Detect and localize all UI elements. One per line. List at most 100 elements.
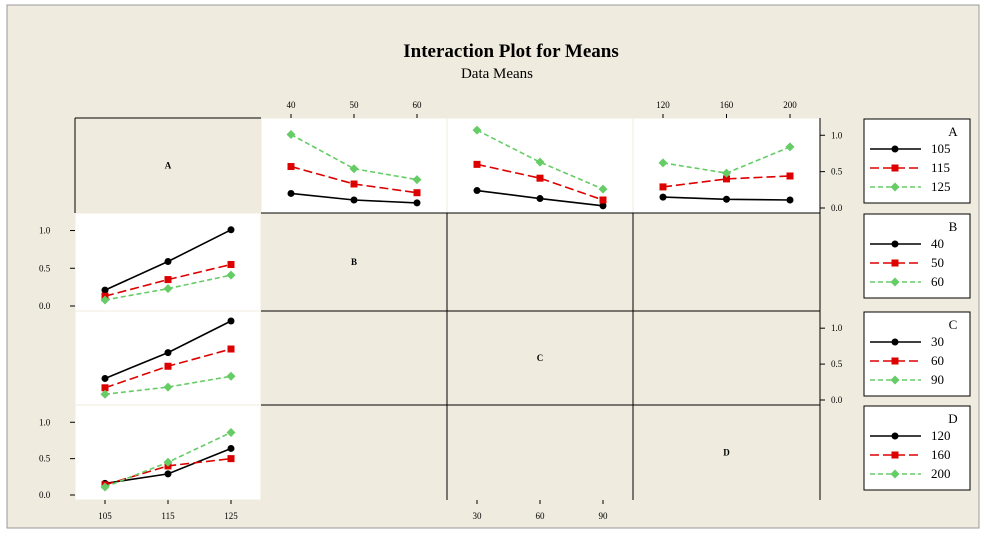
data-point [164,276,172,284]
legend-marker [891,451,899,459]
plot-matrix: A B C D [74,117,821,500]
y-tick-label: 0.0 [831,203,843,213]
y-tick-label: 0.5 [831,359,843,369]
x-tick-label: 40 [287,100,297,110]
legend-marker [891,145,899,153]
data-point [473,160,481,168]
factor-label-a: A [165,161,172,171]
data-point [472,125,482,135]
data-point [658,158,668,168]
data-point [785,142,795,152]
x-tick-label: 50 [350,100,360,110]
interaction-panels [75,118,820,500]
legend-marker [891,338,899,346]
y-tick-label: 1.0 [39,226,51,236]
legend-level-label: 105 [931,141,951,156]
legend-level-label: 120 [931,428,951,443]
data-point [286,130,296,140]
series-line-115 [662,175,791,188]
y-tick-label: 0.5 [39,454,51,464]
data-point [164,470,172,478]
legend-level-label: 40 [931,236,944,251]
data-point [226,371,236,381]
data-point [473,187,481,195]
legend-marker [891,259,899,267]
panel-b-vs-a [75,213,261,311]
data-point [227,455,235,463]
y-tick-label: 0.5 [831,167,843,177]
panel-a-vs-b [261,118,447,213]
data-point [723,195,730,203]
data-point [350,196,358,204]
legend-marker [890,375,900,385]
data-point [412,175,422,185]
legend-level-label: 60 [931,274,944,289]
factor-label-c: C [537,353,544,363]
series-line-90 [104,375,232,396]
axis-ticks: 1.0 0.5 0.0 1.0 0.5 0.0 1.0 0.5 0.0 1.0 0.5 0.0 40 50… [39,100,843,521]
legend-level-label: 30 [931,334,944,349]
panel-a-vs-d [633,118,820,213]
legend-b: B 40 50 60 [863,213,971,299]
data-point [287,189,295,197]
data-point [227,317,235,325]
data-point [163,284,173,294]
data-point [100,389,110,399]
data-point [786,172,794,180]
data-point [536,195,544,203]
legend-title: A [948,124,958,139]
data-point [164,257,172,265]
panel-d-vs-a [75,405,261,500]
legend-box [863,213,971,299]
data-point [101,374,109,382]
data-point [350,180,358,188]
data-point [349,164,359,174]
legend-marker [890,469,900,479]
legend-level-label: 160 [931,447,951,462]
x-tick-label: 30 [473,511,483,521]
y-tick-label: 0.0 [831,395,843,405]
x-tick-label: 90 [599,511,609,521]
data-point [535,157,545,167]
data-point [786,196,794,204]
y-tick-label: 1.0 [831,130,843,140]
legend-c: C 30 60 90 [863,311,971,397]
x-tick-label: 60 [536,511,546,521]
x-tick-label: 105 [98,511,112,521]
factor-label-b: B [351,257,357,267]
x-tick-label: 160 [720,100,734,110]
data-point [227,345,235,353]
data-point [226,270,236,280]
series-line-125 [290,133,418,181]
legends: A 105 115 125 B 40 50 60 C 30 60 90 D 120 160 200 [863,118,971,491]
legend-level-label: 90 [931,372,944,387]
legend-marker [891,240,899,248]
data-point [659,183,667,191]
panel-c-vs-a [75,311,261,405]
data-point [164,349,172,357]
data-point [413,199,421,207]
data-point [163,382,173,392]
data-point [163,457,173,467]
data-point [227,261,235,268]
legend-title: D [948,411,957,426]
chart-subtitle: Data Means [461,66,533,82]
x-tick-label: 115 [161,511,175,521]
legend-level-label: 50 [931,255,944,270]
chart-title: Interaction Plot for Means [403,41,618,62]
panel-a-vs-c [447,118,633,213]
x-tick-label: 200 [783,100,797,110]
data-point [659,193,667,201]
data-point [164,362,172,370]
data-point [723,175,730,183]
data-point [101,286,109,294]
data-point [100,482,110,492]
data-point [413,189,421,197]
data-point [287,163,295,171]
data-point [599,196,607,204]
legend-marker [891,432,899,440]
legend-title: C [949,317,958,332]
data-point [227,444,235,452]
legend-box [863,311,971,397]
